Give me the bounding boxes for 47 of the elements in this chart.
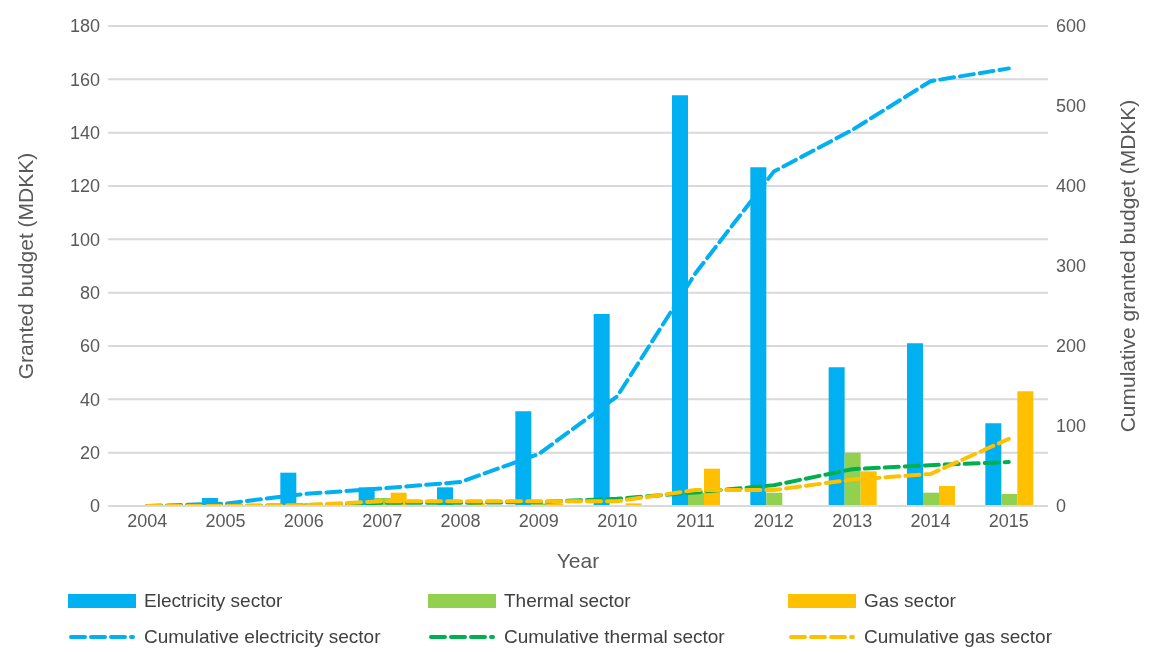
y-tick-label: 80	[79, 283, 100, 304]
x-tick-label: 2010	[597, 510, 638, 531]
x-tick-label: 2013	[832, 510, 873, 531]
bar	[985, 423, 1002, 506]
legend-label: Electricity sector	[144, 590, 283, 612]
bar	[1001, 494, 1018, 506]
bar	[939, 486, 955, 506]
y2-tick-label: 500	[1056, 96, 1087, 117]
x-tick-label: 2011	[676, 510, 715, 531]
y2-tick-label: 300	[1056, 256, 1087, 277]
x-tick-label: 2015	[988, 510, 1029, 531]
x-tick-label: 2012	[753, 510, 794, 531]
y-tick-label: 20	[79, 443, 100, 464]
x-tick-label: 2005	[205, 510, 246, 531]
y2-tick-label: 100	[1056, 416, 1087, 437]
x-tick-label: 2008	[440, 510, 481, 531]
legend-label: Cumulative electricity sector	[144, 626, 381, 648]
y-tick-label: 40	[79, 389, 100, 410]
y2-tick-label: 600	[1056, 16, 1087, 37]
line-series	[145, 436, 1011, 506]
bar	[766, 492, 783, 506]
x-tick-label: 2009	[518, 510, 559, 531]
x-tick-label: 2004	[127, 510, 168, 531]
y2-axis-title: Cumulative granted budget (MDKK)	[1116, 99, 1140, 433]
y-tick-label: 180	[69, 16, 100, 37]
legend-label: Cumulative gas sector	[864, 626, 1052, 648]
legend-label: Thermal sector	[504, 590, 631, 612]
legend-label: Gas sector	[864, 590, 956, 612]
y-tick-label: 140	[69, 123, 100, 144]
y-tick-label: 0	[89, 496, 100, 517]
bar	[1017, 391, 1034, 506]
bar	[828, 367, 845, 506]
y-tick-label: 60	[79, 336, 100, 357]
x-tick-label: 2014	[910, 510, 951, 531]
x-axis-title: Year	[556, 549, 600, 572]
y-tick-label: 160	[69, 69, 100, 90]
x-tick-label: 2007	[362, 510, 403, 531]
bar	[923, 492, 939, 506]
y2-tick-label: 400	[1056, 176, 1087, 197]
y-axis-title: Granted budget (MDKK)	[14, 152, 38, 380]
bar	[907, 343, 923, 506]
y-tick-label: 120	[69, 176, 100, 197]
y2-tick-label: 200	[1056, 336, 1087, 357]
x-tick-label: 2006	[283, 510, 324, 531]
y2-tick-label: 0	[1056, 496, 1067, 517]
legend-label: Cumulative thermal sector	[504, 626, 725, 648]
y-tick-label: 100	[69, 229, 100, 250]
